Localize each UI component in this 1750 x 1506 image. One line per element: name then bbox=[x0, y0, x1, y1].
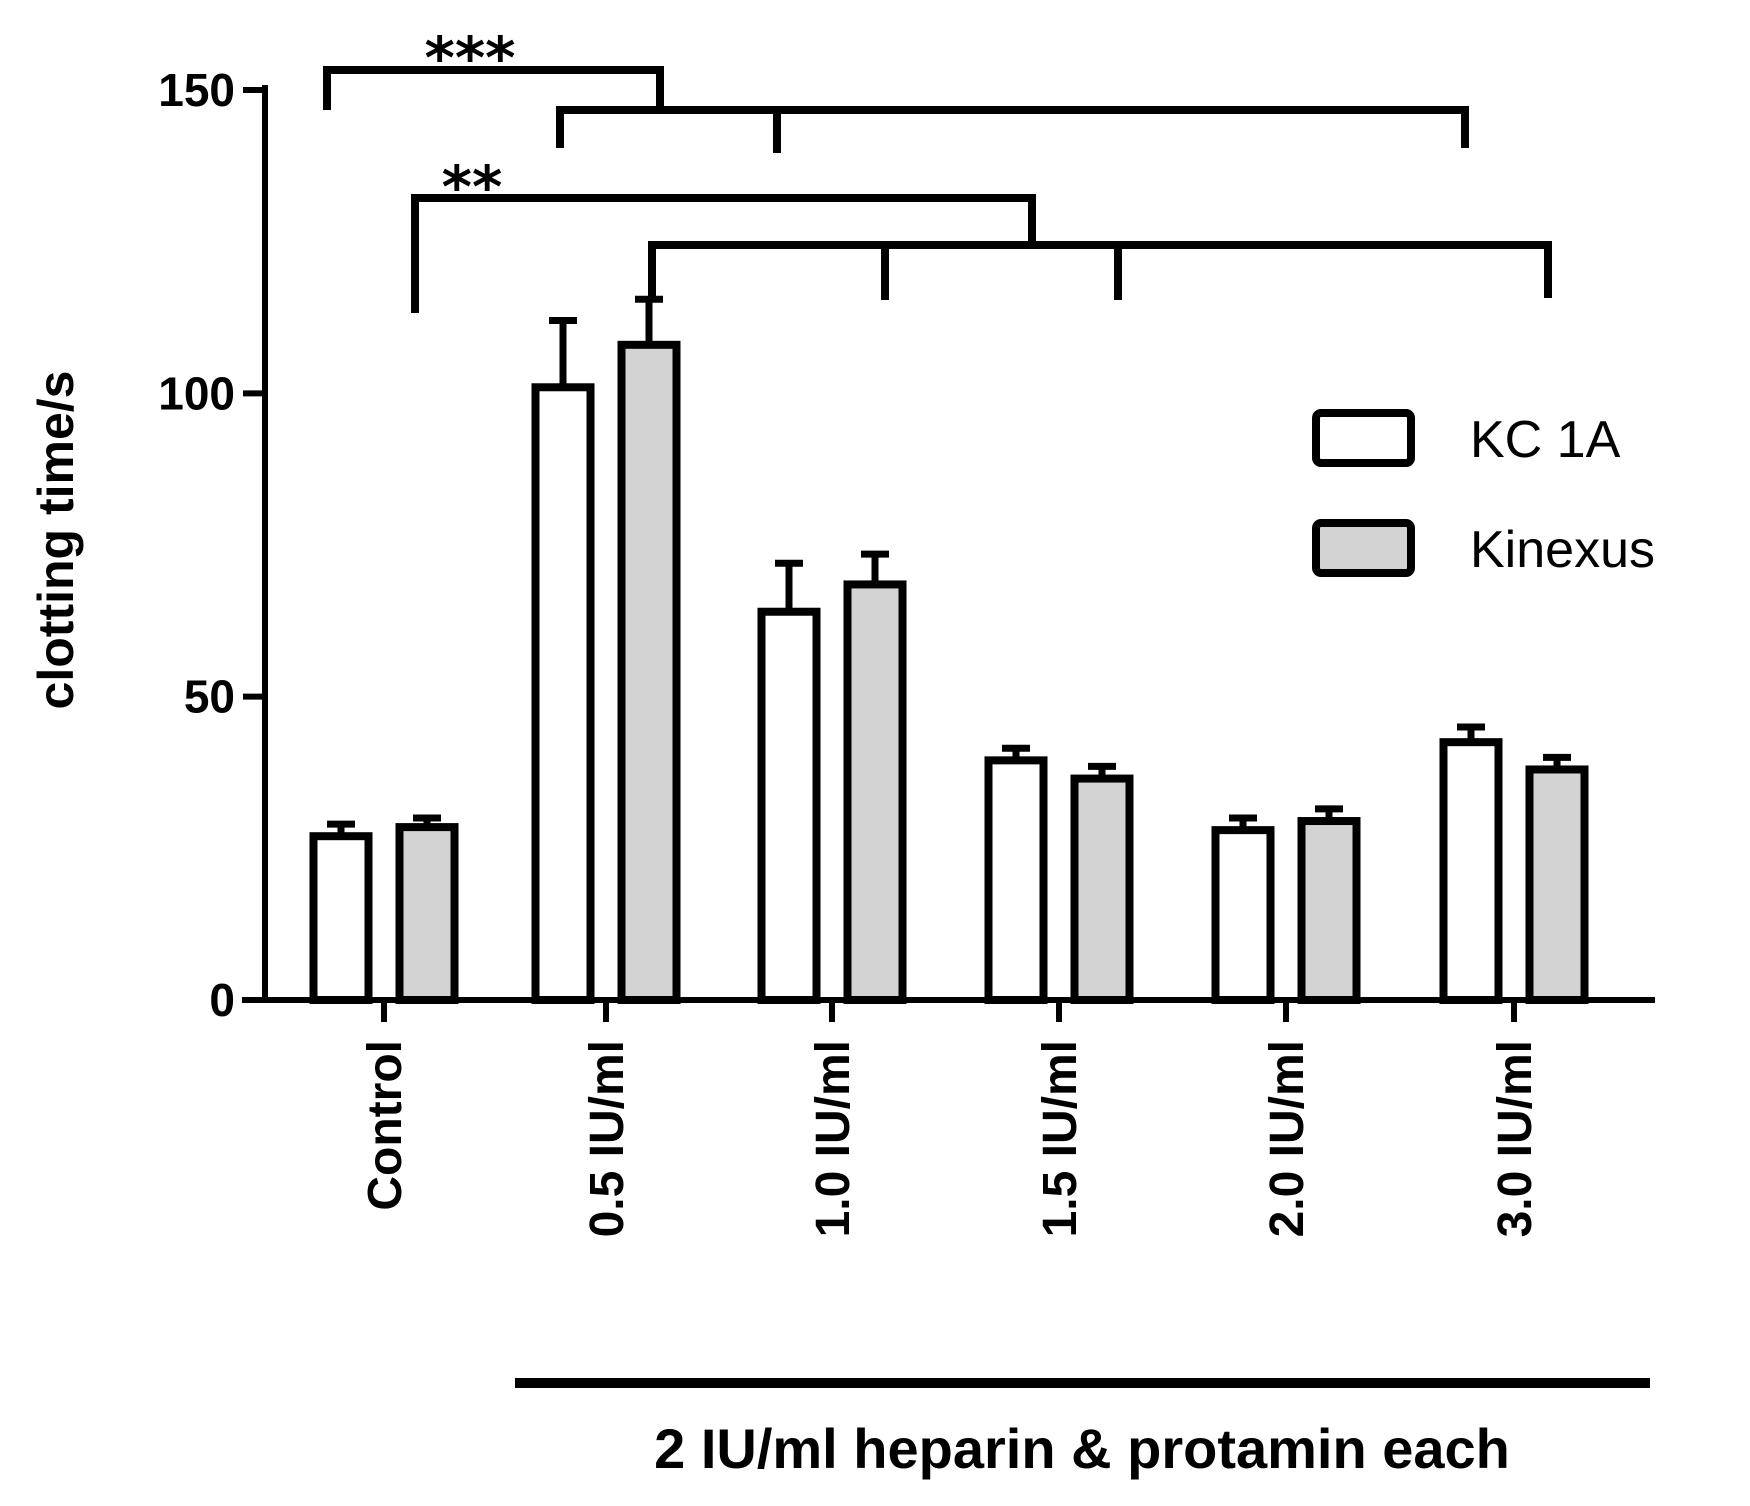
bracket-heparin-kinexus bbox=[648, 241, 1552, 298]
bracket-control-kinexus bbox=[411, 194, 1036, 313]
bar-kc-1a bbox=[309, 832, 373, 1005]
legend-label: Kinexus bbox=[1470, 521, 1655, 579]
x-tick-label: 3.0 IU/ml bbox=[1489, 1040, 1542, 1237]
bar-kc-1a bbox=[531, 383, 595, 1004]
bar-kc-1a bbox=[757, 607, 821, 1004]
y-tick-label: 100 bbox=[158, 367, 235, 419]
x-tick-label: 2.0 IU/ml bbox=[1261, 1040, 1314, 1237]
legend: KC 1A Kinexus bbox=[1312, 409, 1655, 579]
x-tick-label: 1.5 IU/ml bbox=[1034, 1040, 1087, 1237]
significance-label: *** bbox=[425, 24, 516, 92]
legend-item: KC 1A bbox=[1312, 409, 1621, 469]
axes: 0 50 100 150 bbox=[158, 64, 1655, 1026]
y-tick-label: 150 bbox=[158, 64, 235, 116]
y-tick-label: 0 bbox=[209, 974, 235, 1026]
bar-kinexus bbox=[1525, 765, 1589, 1005]
category-labels: Control 0.5 IU/ml 1.0 IU/ml 1.5 IU/ml 2.0 IU… bbox=[359, 1040, 1542, 1237]
bracket-control-kc1a bbox=[323, 66, 664, 110]
x-tick-label: 1.0 IU/ml bbox=[807, 1040, 860, 1237]
legend-swatch bbox=[1312, 409, 1415, 467]
bar-kinexus bbox=[843, 580, 907, 1005]
bar-kinexus bbox=[1070, 774, 1134, 1004]
y-tick-label: 50 bbox=[184, 671, 235, 723]
bracket-heparin-kc1a bbox=[556, 106, 1469, 148]
x-tick-label: Control bbox=[359, 1040, 412, 1211]
bars bbox=[309, 295, 1589, 1005]
bar-kc-1a bbox=[984, 756, 1048, 1004]
significance-brackets: ***** bbox=[323, 24, 1552, 313]
group-annotation: 2 IU/ml heparin & protamin each bbox=[654, 1417, 1510, 1480]
legend-swatch bbox=[1312, 519, 1415, 577]
legend-label: KC 1A bbox=[1470, 411, 1621, 469]
significance-label: ** bbox=[442, 153, 503, 221]
bar-kinexus bbox=[395, 823, 459, 1004]
bar-kc-1a bbox=[1439, 738, 1503, 1005]
bar-kinexus bbox=[1297, 817, 1361, 1004]
bar-kinexus bbox=[617, 340, 681, 1004]
bar-kc-1a bbox=[1211, 826, 1275, 1005]
x-tick-label: 0.5 IU/ml bbox=[581, 1040, 634, 1237]
y-axis-label: clotting time/s bbox=[28, 371, 84, 710]
legend-item: Kinexus bbox=[1312, 519, 1655, 579]
